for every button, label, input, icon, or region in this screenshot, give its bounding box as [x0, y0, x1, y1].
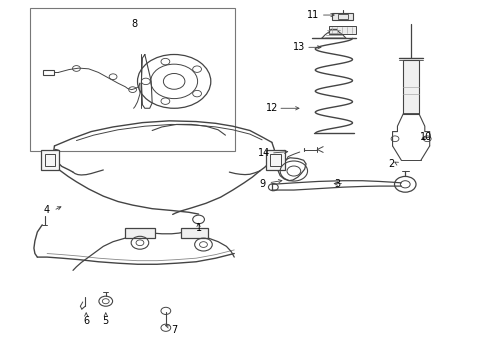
Text: 5: 5 — [102, 316, 109, 325]
Text: 3: 3 — [335, 179, 341, 189]
Text: 11: 11 — [307, 10, 319, 20]
Bar — [30, 8, 235, 151]
Bar — [43, 69, 54, 75]
Text: 8: 8 — [131, 19, 137, 29]
Bar — [266, 150, 285, 170]
Text: 2: 2 — [389, 159, 395, 169]
Text: 13: 13 — [293, 42, 305, 52]
Bar — [270, 154, 281, 166]
Text: 7: 7 — [171, 325, 177, 335]
Bar — [403, 60, 419, 114]
Text: 1: 1 — [196, 224, 202, 233]
Text: 14: 14 — [258, 148, 270, 158]
Bar — [41, 150, 59, 170]
Bar — [338, 14, 347, 19]
Text: 6: 6 — [83, 316, 89, 325]
Text: 12: 12 — [266, 103, 278, 113]
Bar — [329, 26, 356, 34]
Text: 10: 10 — [419, 132, 432, 142]
Text: 9: 9 — [259, 179, 265, 189]
Text: 4: 4 — [44, 206, 50, 216]
Bar — [181, 228, 208, 238]
Bar — [125, 228, 155, 238]
Bar — [332, 13, 353, 21]
Bar — [45, 154, 55, 166]
